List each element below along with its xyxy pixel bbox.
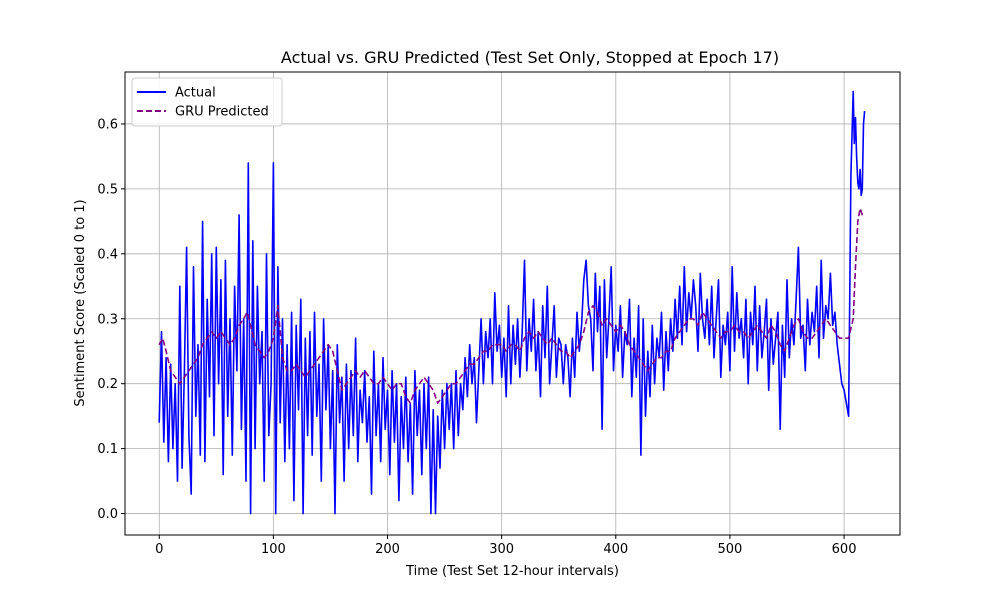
y-tick-label: 0.1: [97, 442, 118, 457]
x-tick-label: 600: [832, 542, 857, 557]
x-tick-label: 100: [261, 542, 286, 557]
x-axis-label: Time (Test Set 12-hour intervals): [405, 564, 619, 579]
legend-frame: [131, 77, 283, 127]
x-tick-label: 0: [155, 542, 163, 557]
series-line-actual: [158, 90, 866, 515]
legend-label-actual: Actual: [175, 86, 216, 101]
series-group: [158, 90, 866, 515]
x-tick-label: 500: [718, 542, 743, 557]
x-tick-label: 300: [489, 542, 514, 557]
y-tick-label: 0.2: [97, 377, 118, 392]
series-line-gru-predicted: [158, 207, 865, 404]
legend: Actual GRU Predicted: [131, 77, 283, 127]
y-tick-label: 0.6: [97, 117, 118, 132]
axis-ticks: 0 100 200 300 400 500 600 0.0 0.1 0.2 0.3 0.4 0.5 0.6: [97, 117, 856, 557]
y-tick-label: 0.5: [97, 182, 118, 197]
legend-label-gru-predicted: GRU Predicted: [175, 105, 269, 120]
y-tick-label: 0.3: [97, 312, 118, 327]
plot-frame: [124, 71, 901, 536]
x-tick-label: 400: [603, 542, 628, 557]
y-tick-label: 0.0: [97, 507, 118, 522]
x-tick-label: 200: [375, 542, 400, 557]
y-axis-label: Sentiment Score (Scaled 0 to 1): [73, 199, 88, 406]
chart-title: Actual vs. GRU Predicted (Test Set Only,…: [281, 48, 779, 67]
y-tick-label: 0.4: [97, 247, 118, 262]
